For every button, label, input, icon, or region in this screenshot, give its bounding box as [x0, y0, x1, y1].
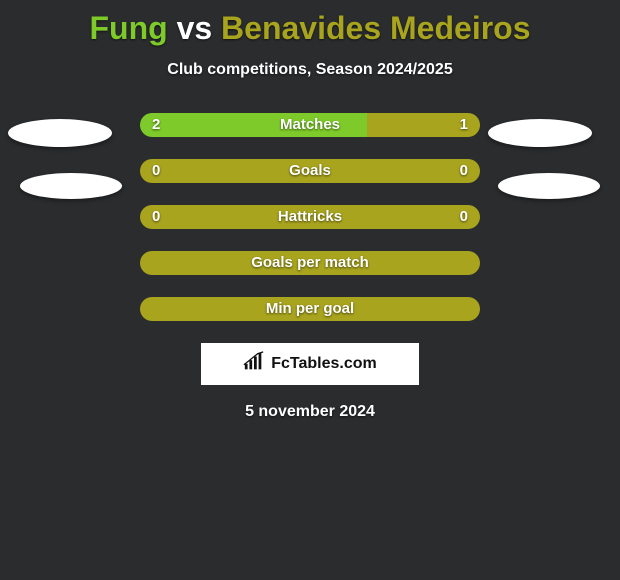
left-team-badge-top	[8, 119, 112, 147]
subtitle: Club competitions, Season 2024/2025	[0, 61, 620, 79]
stat-label: Hattricks	[140, 205, 480, 229]
stat-label: Goals	[140, 159, 480, 183]
right-team-badge-bottom	[498, 173, 600, 199]
stat-value-left: 0	[152, 205, 160, 229]
chart-bars-icon	[243, 351, 265, 378]
stat-row: Goals0 0	[140, 159, 480, 183]
snapshot-date: 5 november 2024	[0, 403, 620, 421]
stat-label: Min per goal	[140, 297, 480, 321]
stat-row: Goals per match	[140, 251, 480, 275]
stat-value-left: 2	[152, 113, 160, 137]
comparison-rows: Matches21Goals00Hattricks00Goals per mat…	[140, 113, 480, 343]
stat-row: Hattricks0 0	[140, 205, 480, 229]
stats-area: Matches21Goals00Hattricks00Goals per mat…	[0, 103, 620, 343]
stat-label: Matches	[140, 113, 480, 137]
stat-value-right: 1	[460, 113, 468, 137]
left-team-badge-bottom	[20, 173, 122, 199]
stat-value-left: 0	[152, 159, 160, 183]
stat-value-right: 0	[460, 205, 468, 229]
stat-label: Goals per match	[140, 251, 480, 275]
title-vs: vs	[177, 10, 213, 46]
stat-row: Min per goal	[140, 297, 480, 321]
right-team-badge-top	[488, 119, 592, 147]
stat-value-right: 0	[460, 159, 468, 183]
title-left-name: Fung	[89, 10, 167, 46]
fctables-logo: FcTables.com	[201, 343, 419, 385]
fctables-logo-text: FcTables.com	[271, 355, 377, 373]
page-title: Fung vs Benavides Medeiros	[0, 0, 620, 47]
stat-row: Matches2 1	[140, 113, 480, 137]
title-right-name: Benavides Medeiros	[221, 10, 530, 46]
